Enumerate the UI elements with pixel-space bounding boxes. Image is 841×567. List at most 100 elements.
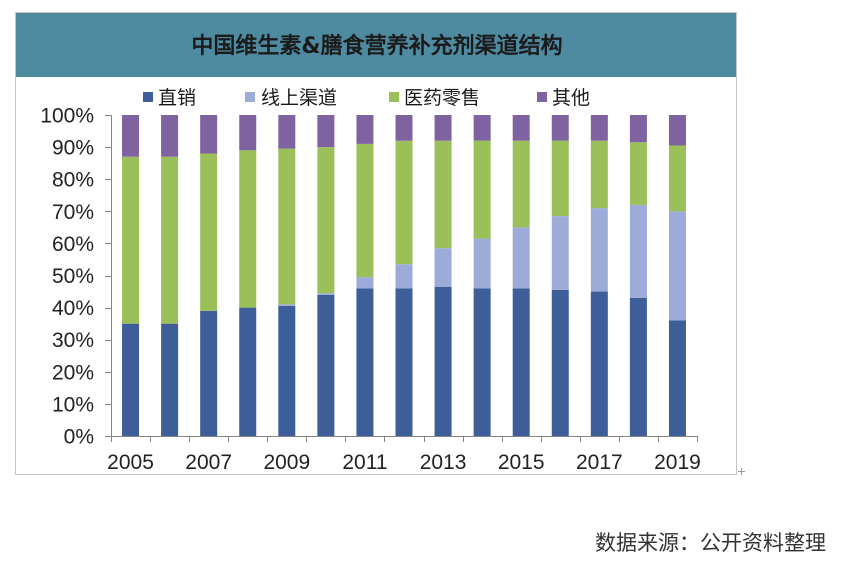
bar-segment-series3-2012 — [395, 115, 413, 141]
bar-segment-series0-2009 — [278, 306, 296, 436]
bar-segment-series3-2014 — [473, 115, 491, 141]
bar-segment-series1-2014 — [473, 238, 491, 289]
bar-segment-series3-2019 — [668, 115, 686, 146]
bar-stack-2015 — [512, 115, 530, 436]
bar-segment-series2-2013 — [434, 140, 452, 249]
bar-segment-series0-2008 — [239, 307, 257, 436]
bar-segment-series1-2018 — [629, 204, 647, 298]
legend-swatch-0 — [143, 92, 153, 102]
bar-segment-series1-2015 — [512, 227, 530, 289]
bar-segment-series2-2018 — [629, 142, 647, 205]
x-tick-label-2011: 2011 — [342, 451, 387, 474]
bar-segment-series1-2017 — [590, 208, 608, 292]
legend-item-2: 医药零售 — [389, 87, 480, 109]
bar-stack-2009 — [278, 115, 296, 436]
bar-segment-series0-2010 — [317, 294, 335, 436]
bar-segment-series0-2016 — [551, 289, 569, 436]
bar-segment-series0-2011 — [356, 288, 374, 436]
bar-segment-series1-2013 — [434, 248, 452, 287]
bar-segment-series0-2015 — [512, 288, 530, 436]
legend-label-2: 医药零售 — [404, 87, 480, 109]
bar-segment-series3-2007 — [200, 115, 218, 154]
bar-segment-series0-2006 — [161, 323, 179, 436]
legend-swatch-2 — [389, 92, 399, 102]
bar-segment-series3-2018 — [629, 115, 647, 143]
x-tick-label-2009: 2009 — [263, 451, 310, 474]
legend-item-1: 线上渠道 — [245, 87, 337, 109]
bar-segment-series0-2014 — [473, 288, 491, 436]
bar-segment-series3-2016 — [551, 115, 569, 141]
bar-segment-series2-2007 — [200, 153, 218, 311]
legend-item-3: 其他 — [537, 87, 590, 109]
x-tick-label-2017: 2017 — [576, 451, 623, 474]
bar-segment-series0-2018 — [629, 297, 647, 436]
bar-segment-series2-2009 — [278, 148, 296, 305]
bar-segment-series3-2008 — [239, 115, 257, 151]
bar-segment-series2-2019 — [668, 145, 686, 212]
y-tick-label-30: 30% — [52, 329, 94, 352]
plot-area: 0% 10% 20% 30% 40% 50% 60% 70% 80% 90% 100% 2005 200… — [40, 105, 701, 475]
bar-segment-series3-2017 — [590, 115, 608, 141]
legend-label-3: 其他 — [552, 87, 590, 109]
chart-title: 中国维生素&膳食营养补充剂渠道结构 — [191, 33, 562, 59]
legend-item-0: 直销 — [143, 87, 196, 109]
bar-stack-2006 — [161, 115, 179, 436]
y-tick-label-40: 40% — [52, 297, 94, 320]
bar-segment-series1-2009 — [278, 304, 296, 306]
bar-stack-2017 — [590, 115, 608, 436]
bar-stack-2014 — [473, 115, 491, 436]
legend: 直销 线上渠道 医药零售 其他 — [143, 87, 590, 109]
bars — [122, 115, 686, 436]
x-tick-label-2015: 2015 — [498, 451, 545, 474]
legend-label-1: 线上渠道 — [261, 87, 337, 109]
bar-segment-series0-2012 — [395, 288, 413, 436]
bar-segment-series2-2005 — [122, 156, 140, 324]
bar-segment-series0-2019 — [668, 320, 686, 436]
bar-stack-2013 — [434, 115, 452, 436]
bar-segment-series2-2006 — [161, 156, 179, 324]
title-band — [16, 13, 736, 77]
y-tick-label-50: 50% — [52, 265, 94, 288]
bar-segment-series3-2010 — [317, 115, 335, 148]
bar-stack-2018 — [629, 115, 647, 436]
x-tick-label-2013: 2013 — [420, 451, 467, 474]
bar-segment-series0-2007 — [200, 310, 218, 436]
bar-segment-series3-2013 — [434, 115, 452, 141]
bar-stack-2010 — [317, 115, 335, 436]
source-note: 数据来源：公开资料整理 — [595, 531, 826, 555]
bar-segment-series2-2015 — [512, 140, 530, 228]
bar-segment-series3-2006 — [161, 115, 179, 157]
bar-segment-series3-2005 — [122, 115, 140, 157]
y-tick-label-80: 80% — [52, 169, 94, 192]
bar-stack-2007 — [200, 115, 218, 436]
bar-segment-series2-2010 — [317, 147, 335, 294]
bar-segment-series1-2010 — [317, 293, 335, 295]
bar-segment-series2-2012 — [395, 140, 413, 265]
y-tick-label-100: 100% — [40, 105, 94, 128]
bar-segment-series2-2017 — [590, 140, 608, 209]
legend-label-0: 直销 — [158, 87, 196, 109]
bar-stack-2005 — [122, 115, 140, 436]
y-tick-label-10: 10% — [52, 393, 94, 416]
plus-icon — [738, 468, 745, 475]
bar-segment-series2-2014 — [473, 140, 491, 239]
bar-segment-series0-2013 — [434, 286, 452, 436]
bar-stack-2012 — [395, 115, 413, 436]
bar-segment-series1-2019 — [668, 211, 686, 321]
x-tick-label-2019: 2019 — [654, 451, 701, 474]
bar-stack-2008 — [239, 115, 257, 436]
y-tick-label-70: 70% — [52, 201, 94, 224]
y-tick-label-0: 0% — [64, 426, 94, 449]
bar-segment-series0-2017 — [590, 291, 608, 436]
bar-segment-series2-2008 — [239, 150, 257, 308]
bar-segment-series2-2016 — [551, 140, 569, 217]
bar-stack-2016 — [551, 115, 569, 436]
x-tick-label-2007: 2007 — [185, 451, 232, 474]
legend-swatch-3 — [537, 92, 547, 102]
x-tick-label-2005: 2005 — [107, 451, 154, 474]
bar-segment-series1-2016 — [551, 216, 569, 290]
bar-segment-series3-2015 — [512, 115, 530, 141]
y-tick-label-90: 90% — [52, 137, 94, 160]
y-tick-label-20: 20% — [52, 361, 94, 384]
